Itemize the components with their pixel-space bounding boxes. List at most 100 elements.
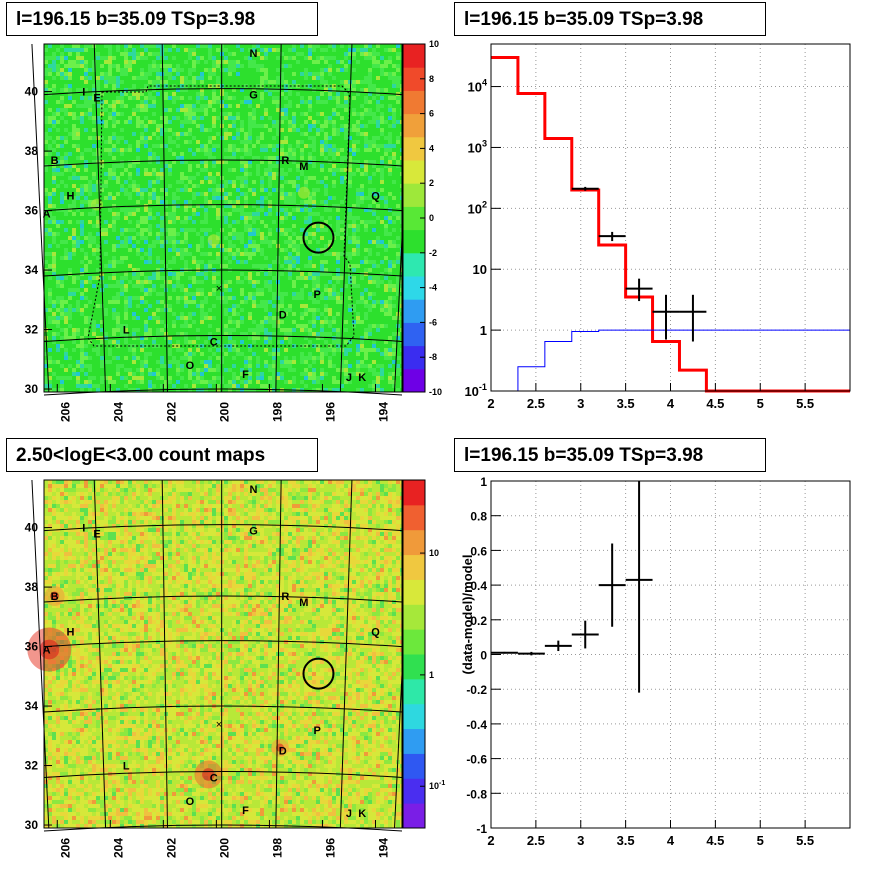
map-pixel: [204, 232, 208, 236]
map-pixel: [128, 60, 132, 64]
map-pixel: [288, 244, 292, 248]
map-pixel: [112, 72, 116, 76]
map-pixel: [336, 96, 340, 100]
map-pixel: [72, 68, 76, 72]
map-pixel: [280, 176, 284, 180]
map-pixel: [248, 232, 252, 236]
map-pixel: [56, 52, 60, 56]
map-pixel: [332, 220, 336, 224]
map-pixel: [228, 156, 232, 160]
map-pixel: [248, 172, 252, 176]
map-pixel: [164, 220, 168, 224]
map-pixel: [60, 264, 64, 268]
map-pixel: [184, 60, 188, 64]
map-pixel: [52, 176, 56, 180]
map-pixel: [384, 216, 388, 220]
map-pixel: [132, 64, 136, 68]
map-pixel: [304, 180, 308, 184]
map-pixel: [256, 248, 260, 252]
map-pixel: [268, 52, 272, 56]
map-pixel: [148, 124, 152, 128]
map-pixel: [72, 256, 76, 260]
map-pixel: [108, 220, 112, 224]
map-pixel: [288, 152, 292, 156]
map-pixel: [84, 132, 88, 136]
map-pixel: [188, 52, 192, 56]
map-pixel: [176, 132, 180, 136]
map-pixel: [64, 260, 68, 264]
map-pixel: [164, 76, 168, 80]
map-pixel: [124, 240, 128, 244]
map-pixel: [104, 260, 108, 264]
map-pixel: [364, 96, 368, 100]
map-pixel: [76, 256, 80, 260]
map-pixel: [272, 48, 276, 52]
map-pixel: [68, 60, 72, 64]
map-pixel: [116, 64, 120, 68]
map-pixel: [388, 56, 392, 60]
map-pixel: [340, 76, 344, 80]
map-pixel: [308, 132, 312, 136]
map-pixel: [60, 44, 64, 48]
map-pixel: [120, 148, 124, 152]
map-pixel: [64, 152, 68, 156]
map-pixel: [80, 184, 84, 188]
map-pixel: [160, 80, 164, 84]
map-pixel: [232, 68, 236, 72]
map-pixel: [340, 212, 344, 216]
map-pixel: [360, 132, 364, 136]
map-pixel: [364, 172, 368, 176]
map-pixel: [52, 188, 56, 192]
map-pixel: [344, 196, 348, 200]
map-pixel: [80, 64, 84, 68]
map-pixel: [340, 60, 344, 64]
map-pixel: [264, 180, 268, 184]
map-pixel: [384, 240, 388, 244]
map-pixel: [236, 100, 240, 104]
map-pixel: [112, 60, 116, 64]
map-pixel: [356, 260, 360, 264]
map-pixel: [200, 48, 204, 52]
map-pixel: [376, 224, 380, 228]
map-pixel: [264, 116, 268, 120]
map-pixel: [84, 84, 88, 88]
map-pixel: [224, 248, 228, 252]
map-pixel: [212, 128, 216, 132]
map-pixel: [128, 228, 132, 232]
map-pixel: [380, 184, 384, 188]
map-pixel: [100, 56, 104, 60]
map-pixel: [216, 44, 220, 48]
map-pixel: [68, 68, 72, 72]
map-pixel: [112, 100, 116, 104]
map-pixel: [320, 244, 324, 248]
map-pixel: [396, 68, 400, 72]
map-pixel: [72, 232, 76, 236]
map-pixel: [48, 156, 52, 160]
map-pixel: [136, 128, 140, 132]
map-pixel: [224, 56, 228, 60]
map-pixel: [104, 220, 108, 224]
map-pixel: [68, 180, 72, 184]
map-pixel: [152, 208, 156, 212]
map-pixel: [348, 220, 352, 224]
map-pixel: [236, 220, 240, 224]
map-pixel: [272, 156, 276, 160]
map-pixel: [120, 244, 124, 248]
map-pixel: [216, 128, 220, 132]
map-pixel: [92, 128, 96, 132]
map-pixel: [324, 212, 328, 216]
map-pixel: [392, 116, 396, 120]
map-pixel: [56, 108, 60, 112]
map-pixel: [352, 92, 356, 96]
map-pixel: [176, 76, 180, 80]
map-pixel: [340, 120, 344, 124]
map-pixel: [84, 116, 88, 120]
map-pixel: [152, 168, 156, 172]
map-pixel: [132, 144, 136, 148]
map-pixel: [388, 252, 392, 256]
map-pixel: [68, 76, 72, 80]
map-pixel: [208, 160, 212, 164]
map-pixel: [176, 256, 180, 260]
map-pixel: [260, 180, 264, 184]
map-pixel: [388, 220, 392, 224]
